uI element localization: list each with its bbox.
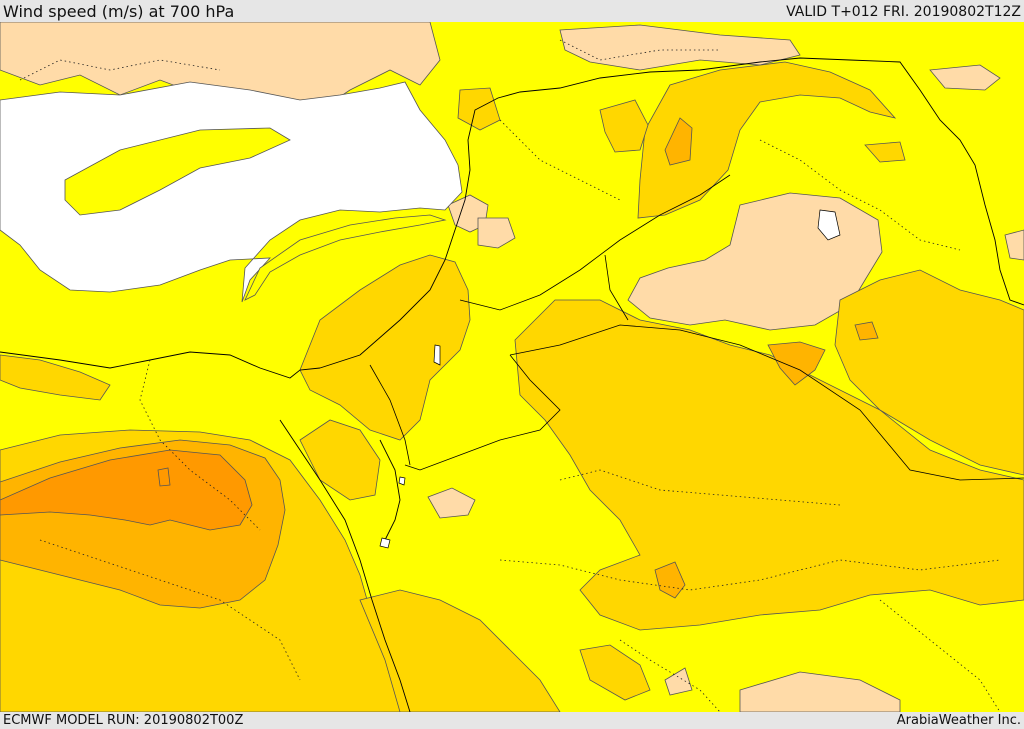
coastlines bbox=[0, 57, 1024, 712]
map-svg bbox=[0, 22, 1024, 712]
max-wind-regions bbox=[0, 449, 253, 531]
calm-sea-region bbox=[0, 81, 463, 303]
wind-speed-map bbox=[0, 22, 1024, 712]
sea-wind-band-2 bbox=[244, 214, 447, 301]
country-borders bbox=[369, 174, 1024, 481]
model-run: ECMWF MODEL RUN: 20190802T00Z bbox=[3, 713, 244, 728]
lakes bbox=[379, 209, 841, 549]
title-bar: Wind speed (m/s) at 700 hPa VALID T+012 … bbox=[0, 0, 1024, 22]
sea-wind-band bbox=[64, 127, 291, 216]
valid-time: VALID T+012 FRI. 20190802T12Z bbox=[786, 4, 1021, 20]
footer-bar: ECMWF MODEL RUN: 20190802T00Z ArabiaWeat… bbox=[0, 712, 1024, 729]
internal-boundaries bbox=[19, 39, 1001, 712]
credit: ArabiaWeather Inc. bbox=[896, 713, 1021, 728]
map-title: Wind speed (m/s) at 700 hPa bbox=[3, 2, 235, 21]
